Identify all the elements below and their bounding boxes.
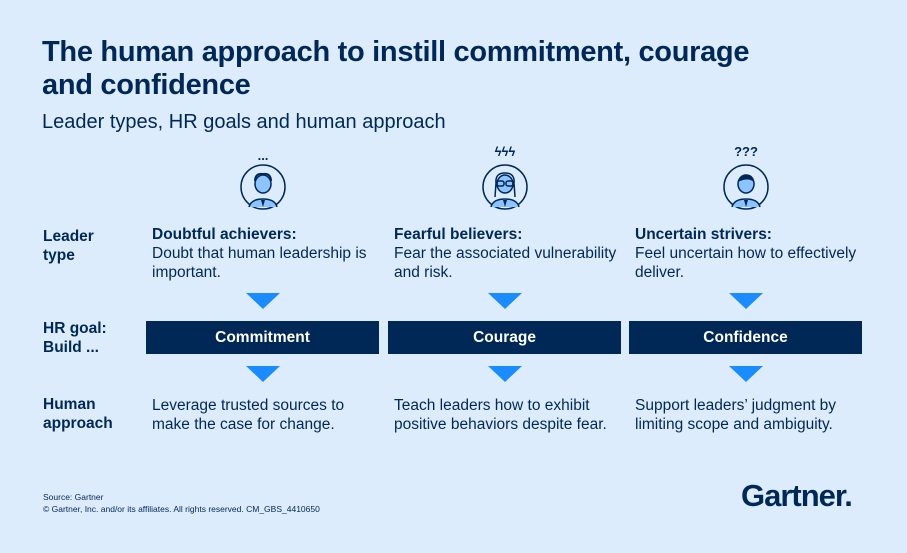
leader-type-name: Uncertain strivers: <box>635 226 772 243</box>
source-note: Source: Gartner <box>43 492 104 502</box>
down-arrow-icon <box>729 293 763 309</box>
footer: Source: Gartner © Gartner, Inc. and/or i… <box>43 491 320 515</box>
page-subtitle: Leader types, HR goals and human approac… <box>42 111 446 133</box>
down-arrow-icon <box>246 293 280 309</box>
hr-goal-box: Commitment <box>146 321 379 354</box>
human-approach-text: Teach leaders how to exhibit positive be… <box>394 397 607 433</box>
hr-goal-box: Confidence <box>629 321 862 354</box>
down-arrow-icon <box>488 366 522 382</box>
leader-type-description: Feel uncertain how to effectively delive… <box>635 245 857 281</box>
leader-type-description: Fear the associated vulnerability and ri… <box>394 245 617 281</box>
row-label-leader-type: Leader type <box>43 228 94 264</box>
down-arrow-icon <box>488 293 522 309</box>
row-label-human-approach: Human approach <box>43 396 113 432</box>
row-label-hr-goal: HR goal: Build ... <box>43 320 107 356</box>
person-icon <box>723 164 769 210</box>
leader-type-text: Uncertain strivers: Feel uncertain how t… <box>635 225 860 282</box>
emotion-marks: ??? <box>734 144 758 159</box>
emotion-marks: ϟϟϟ <box>494 144 516 159</box>
gartner-logo: Gartner. <box>741 478 853 513</box>
person-icon <box>240 164 286 210</box>
leader-type-description: Doubt that human leadership is important… <box>152 245 367 281</box>
down-arrow-icon <box>246 366 280 382</box>
leader-type-text: Doubtful achievers: Doubt that human lea… <box>152 225 377 282</box>
human-approach-text: Support leaders’ judgment by limiting sc… <box>635 397 837 433</box>
page-title: The human approach to instill commitment… <box>42 36 750 101</box>
copyright-note: © Gartner, Inc. and/or its affiliates. A… <box>43 504 320 514</box>
leader-type-name: Fearful believers: <box>394 226 523 243</box>
human-approach-text: Leverage trusted sources to make the cas… <box>152 397 345 433</box>
down-arrow-icon <box>729 366 763 382</box>
hr-goal-box: Courage <box>388 321 621 354</box>
leader-type-name: Doubtful achievers: <box>152 226 297 243</box>
leader-type-text: Fearful believers: Fear the associated v… <box>394 225 619 282</box>
emotion-marks: ... <box>257 148 269 163</box>
person-glasses-icon <box>482 164 528 210</box>
